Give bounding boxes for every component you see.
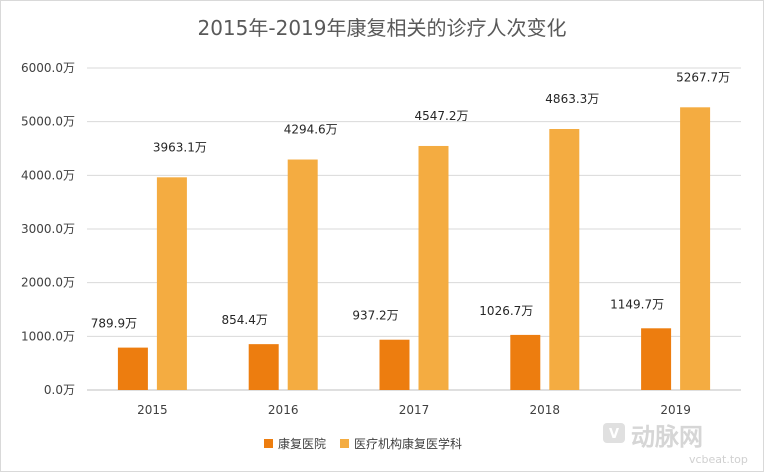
x-tick-label: 2015	[137, 403, 168, 417]
watermark-url: vcbeat.top	[689, 453, 748, 466]
x-tick-label: 2016	[268, 403, 299, 417]
legend-swatch-rehab-hospital	[264, 439, 273, 448]
bar-rehab-department	[156, 177, 187, 390]
bar-rehab-department	[287, 159, 318, 390]
legend-label: 医疗机构康复医学科	[354, 436, 462, 451]
y-axis-labels: 0.0万 1000.0万 2000.0万 3000.0万 4000.0万 5000.0万 6…	[21, 61, 75, 397]
data-label: 789.9万	[91, 317, 137, 331]
data-labels: 789.9万 3963.1万 854.4万 4294.6万 937.2万 4547.2万 1…	[91, 70, 730, 330]
bar-rehab-department	[549, 129, 580, 390]
bars	[117, 107, 711, 390]
legend-label: 康复医院	[278, 436, 326, 451]
y-tick-label: 3000.0万	[21, 222, 75, 236]
legend: 康复医院 医疗机构康复医学科	[264, 436, 462, 451]
data-label: 4547.2万	[415, 109, 469, 123]
x-axis-labels: 2015 2016 2017 2018 2019	[137, 403, 691, 417]
y-tick-label: 2000.0万	[21, 276, 75, 290]
bar-rehab-hospital	[510, 334, 541, 390]
gridlines	[87, 67, 741, 391]
bar-rehab-department	[680, 107, 711, 390]
x-tick-label: 2019	[660, 403, 691, 417]
watermark-logo-text: 动脉网	[631, 423, 703, 451]
x-tick-label: 2017	[399, 403, 430, 417]
data-label: 1026.7万	[479, 304, 533, 318]
data-label: 4294.6万	[284, 123, 338, 137]
data-label: 937.2万	[352, 309, 398, 323]
data-label: 4863.3万	[545, 92, 599, 106]
bar-rehab-hospital	[379, 339, 410, 390]
legend-swatch-rehab-department	[340, 439, 349, 448]
data-label: 3963.1万	[153, 140, 207, 154]
watermark: V 动脉网 vcbeat.top	[603, 423, 748, 466]
data-label: 5267.7万	[676, 70, 730, 84]
chart-title: 2015年-2019年康复相关的诊疗人次变化	[197, 16, 566, 40]
bar-rehab-hospital	[117, 347, 148, 390]
data-label: 854.4万	[222, 313, 268, 327]
y-tick-label: 4000.0万	[21, 168, 75, 182]
x-tick-label: 2018	[530, 403, 561, 417]
y-tick-label: 5000.0万	[21, 115, 75, 129]
bar-rehab-hospital	[248, 344, 279, 390]
bar-rehab-hospital	[641, 328, 672, 390]
bar-rehab-department	[418, 145, 449, 390]
y-tick-label: 0.0万	[44, 383, 75, 397]
data-label: 1149.7万	[610, 297, 664, 311]
y-tick-label: 6000.0万	[21, 61, 75, 75]
vcbeat-logo-icon	[603, 423, 625, 443]
vcbeat-logo-letter: V	[609, 427, 619, 442]
y-tick-label: 1000.0万	[21, 329, 75, 343]
